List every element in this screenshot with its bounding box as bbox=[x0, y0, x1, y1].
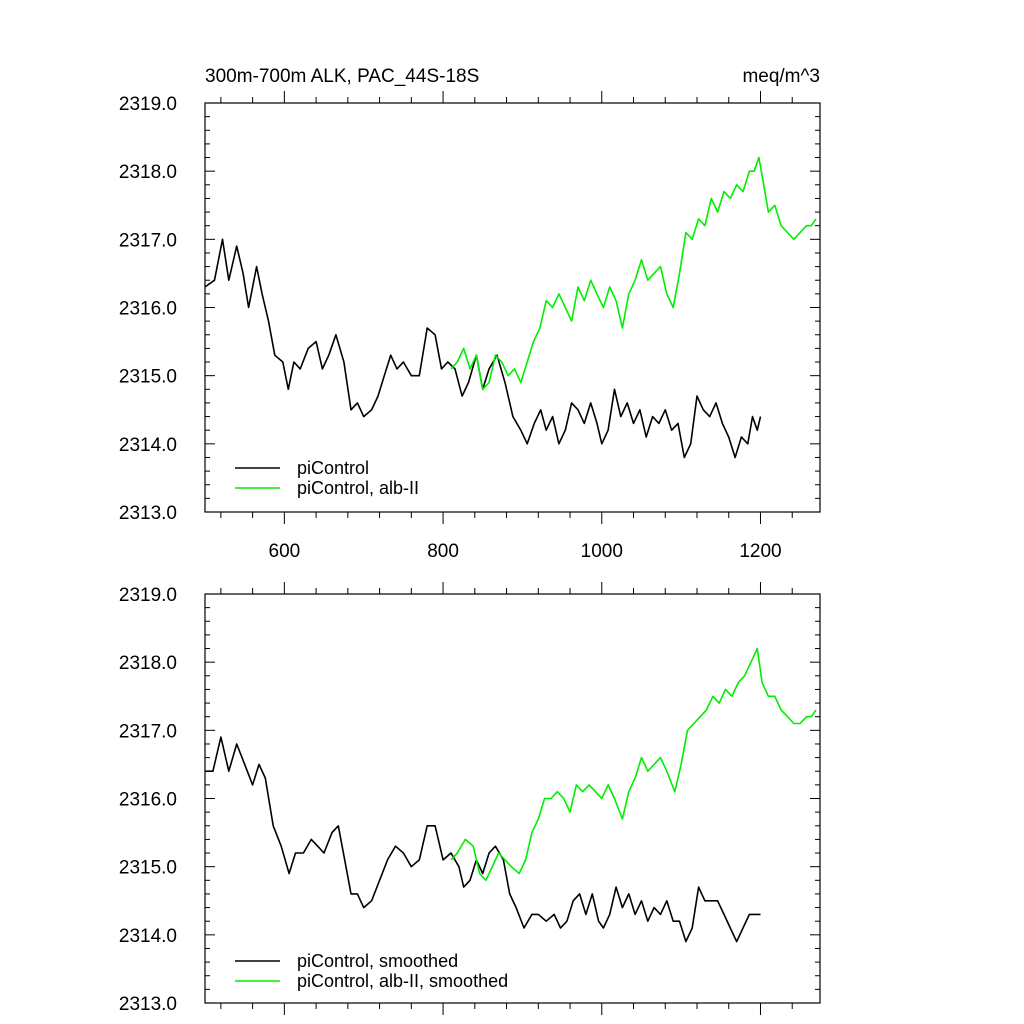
legend-label: piControl, alb-II, smoothed bbox=[297, 971, 508, 991]
x-tick-label: 800 bbox=[427, 541, 459, 562]
legend-label: piControl, alb-II bbox=[297, 478, 419, 498]
y-tick-label: 2316.0 bbox=[119, 790, 177, 811]
series-line-alb-ii bbox=[450, 156, 817, 391]
y-tick-label: 2317.0 bbox=[119, 230, 177, 251]
x-tick-label: 600 bbox=[269, 541, 301, 562]
chart-title: 300m-700m ALK, PAC_44S-18S bbox=[205, 66, 479, 87]
y-tick-label: 2313.0 bbox=[119, 503, 177, 524]
y-tick-label: 2313.0 bbox=[119, 994, 177, 1015]
y-tick-label: 2315.0 bbox=[119, 858, 177, 879]
plot-frame bbox=[204, 593, 821, 1004]
y-tick-label: 2318.0 bbox=[119, 653, 177, 674]
plot-frame bbox=[204, 102, 821, 513]
x-tick-label: 1000 bbox=[581, 541, 623, 562]
y-tick-label: 2314.0 bbox=[119, 435, 177, 456]
legend-label: piControl, smoothed bbox=[297, 951, 458, 971]
series-line-control bbox=[205, 736, 761, 943]
legend-label: piControl bbox=[297, 458, 369, 478]
y-tick-label: 2314.0 bbox=[119, 926, 177, 947]
panel-raw: 2313.0 2314.0 2315.0 2316.0 2317.0 2318.0 2319… bbox=[119, 91, 821, 562]
panel-smoothed: 2313.0 2314.0 2315.0 2316.0 2317.0 2318.0 2319… bbox=[119, 582, 821, 1015]
units-label: meq/m^3 bbox=[742, 66, 820, 87]
series-line-alb-ii bbox=[450, 647, 817, 882]
y-tick-label: 2319.0 bbox=[119, 585, 177, 606]
y-tick-label: 2318.0 bbox=[119, 162, 177, 183]
series-line-control bbox=[205, 238, 762, 459]
y-tick-label: 2317.0 bbox=[119, 721, 177, 742]
x-tick-label: 1200 bbox=[739, 541, 781, 562]
y-tick-label: 2316.0 bbox=[119, 299, 177, 320]
y-tick-label: 2315.0 bbox=[119, 367, 177, 388]
y-tick-label: 2319.0 bbox=[119, 94, 177, 115]
